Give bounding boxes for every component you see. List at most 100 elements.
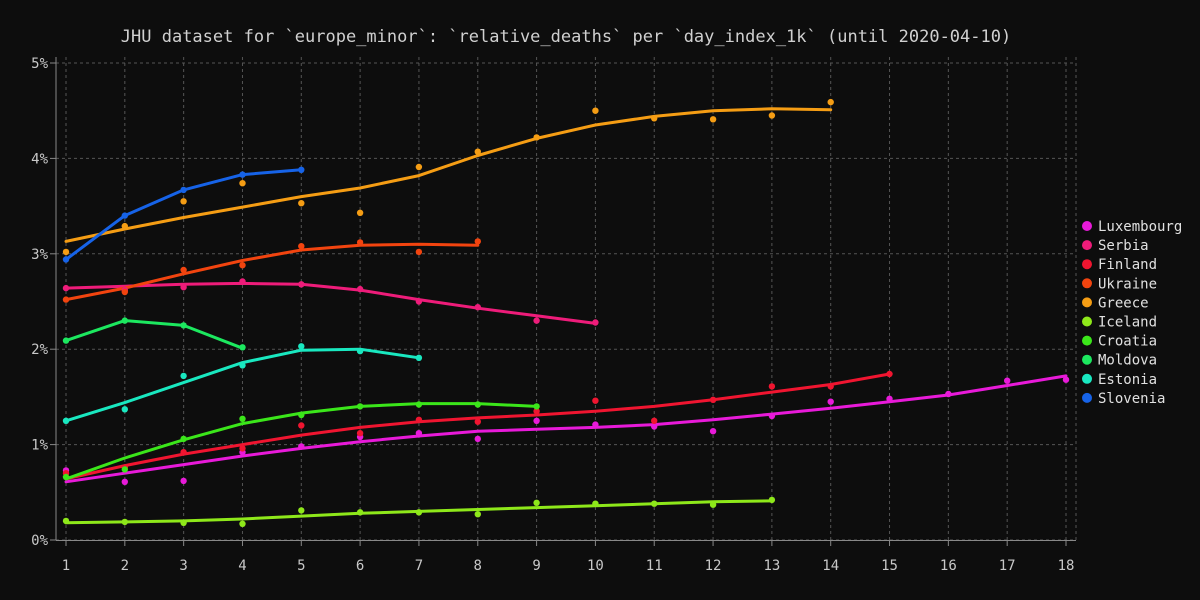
- data-point-croatia: [239, 415, 246, 422]
- data-point-ukraine: [415, 248, 423, 256]
- data-point-greece: [592, 107, 599, 114]
- data-point-finland: [768, 383, 776, 390]
- data-point-moldova: [62, 337, 70, 344]
- data-point-slovenia: [121, 212, 128, 219]
- legend-marker: [1082, 221, 1092, 231]
- legend-item-finland[interactable]: Finland: [1082, 257, 1157, 273]
- legend-marker: [1082, 392, 1092, 403]
- data-point-serbia: [62, 284, 70, 292]
- data-point-iceland: [180, 519, 187, 526]
- legend-marker: [1082, 259, 1092, 270]
- legend-label: Slovenia: [1098, 391, 1165, 407]
- legend-marker: [1082, 297, 1092, 308]
- data-point-luxembourg: [1004, 377, 1011, 384]
- data-point-iceland: [356, 509, 364, 516]
- legend-item-luxembourg[interactable]: Luxembourg: [1082, 219, 1182, 235]
- data-point-greece: [768, 112, 776, 119]
- data-point-luxembourg: [533, 417, 540, 424]
- x-tick-label: 6: [356, 558, 364, 574]
- x-tick-label: 5: [297, 558, 305, 574]
- y-tick-label: 2%: [31, 342, 48, 358]
- data-point-estonia: [62, 417, 70, 424]
- data-point-moldova: [121, 317, 128, 324]
- data-point-croatia: [62, 473, 70, 481]
- data-point-finland: [298, 422, 305, 429]
- legend-label: Serbia: [1098, 238, 1149, 254]
- legend-item-iceland[interactable]: Iceland: [1082, 315, 1157, 331]
- y-tick-label: 4%: [31, 151, 48, 167]
- grid: [56, 57, 1077, 541]
- series-line-moldova: [64, 319, 244, 350]
- data-point-luxembourg: [768, 412, 776, 420]
- x-tick-label: 7: [415, 558, 423, 574]
- series-line-serbia: [64, 281, 597, 325]
- legend-marker: [1082, 240, 1092, 251]
- x-tick-label: 15: [881, 558, 898, 574]
- data-point-serbia: [592, 319, 599, 326]
- data-point-estonia: [415, 354, 423, 361]
- legend-item-slovenia[interactable]: Slovenia: [1082, 391, 1165, 407]
- data-point-serbia: [239, 278, 246, 285]
- legend-item-moldova[interactable]: Moldova: [1082, 353, 1157, 369]
- series-line-luxembourg: [64, 374, 1068, 484]
- axes: 1 2 3 4 5 6 7 8 9 10 11 12 13 14 15 16 17 180%1%2%3%4%5%: [31, 56, 1076, 574]
- data-point-slovenia: [298, 166, 305, 173]
- legend-item-greece[interactable]: Greece: [1082, 295, 1149, 311]
- data-point-greece: [533, 134, 540, 141]
- data-point-finland: [415, 416, 423, 423]
- data-point-croatia: [356, 403, 364, 410]
- data-point-iceland: [474, 511, 481, 518]
- series-line-ukraine: [64, 242, 480, 302]
- legend-item-croatia[interactable]: Croatia: [1082, 334, 1157, 350]
- data-point-ukraine: [474, 238, 481, 245]
- legend-label: Luxembourg: [1098, 219, 1182, 235]
- data-point-moldova: [239, 344, 246, 351]
- data-point-greece: [415, 163, 423, 171]
- data-point-luxembourg: [709, 428, 717, 435]
- legend[interactable]: Luxembourg Serbia Finland Ukraine Greece Icel…: [1082, 219, 1182, 407]
- data-point-croatia: [121, 466, 128, 473]
- y-tick-label: 0%: [31, 533, 48, 549]
- x-tick-label: 17: [999, 558, 1016, 574]
- data-point-croatia: [180, 435, 187, 443]
- data-point-finland: [709, 396, 717, 403]
- legend-label: Croatia: [1098, 334, 1157, 350]
- data-point-luxembourg: [474, 435, 481, 443]
- data-point-greece: [474, 148, 481, 155]
- data-point-ukraine: [356, 239, 364, 246]
- data-point-iceland: [415, 509, 423, 516]
- legend-item-serbia[interactable]: Serbia: [1082, 238, 1149, 254]
- y-tick-label: 5%: [31, 56, 48, 72]
- data-point-luxembourg: [592, 421, 599, 428]
- data-point-ukraine: [180, 266, 187, 274]
- x-tick-label: 16: [940, 558, 957, 574]
- data-point-greece: [651, 115, 658, 122]
- data-point-finland: [239, 445, 246, 452]
- data-point-slovenia: [62, 256, 70, 263]
- data-point-estonia: [239, 362, 246, 369]
- data-point-luxembourg: [886, 395, 893, 402]
- data-point-croatia: [298, 411, 305, 419]
- data-point-iceland: [298, 507, 305, 514]
- data-point-serbia: [180, 284, 187, 291]
- x-tick-label: 11: [646, 558, 663, 574]
- legend-label: Ukraine: [1098, 276, 1157, 292]
- y-tick-label: 1%: [31, 438, 48, 454]
- data-point-luxembourg: [945, 390, 952, 398]
- data-point-finland: [827, 383, 834, 390]
- data-point-greece: [827, 98, 834, 106]
- data-point-iceland: [62, 517, 70, 525]
- legend-item-estonia[interactable]: Estonia: [1082, 372, 1157, 388]
- legend-item-ukraine[interactable]: Ukraine: [1082, 276, 1157, 292]
- data-point-ukraine: [121, 288, 128, 296]
- data-point-finland: [533, 408, 540, 415]
- x-tick-label: 14: [822, 558, 839, 574]
- data-point-luxembourg: [651, 423, 658, 430]
- x-tick-label: 1: [62, 558, 70, 574]
- data-point-greece: [62, 248, 70, 256]
- data-point-finland: [356, 430, 364, 437]
- data-point-finland: [592, 397, 599, 404]
- data-point-serbia: [356, 285, 364, 293]
- data-point-iceland: [533, 499, 540, 506]
